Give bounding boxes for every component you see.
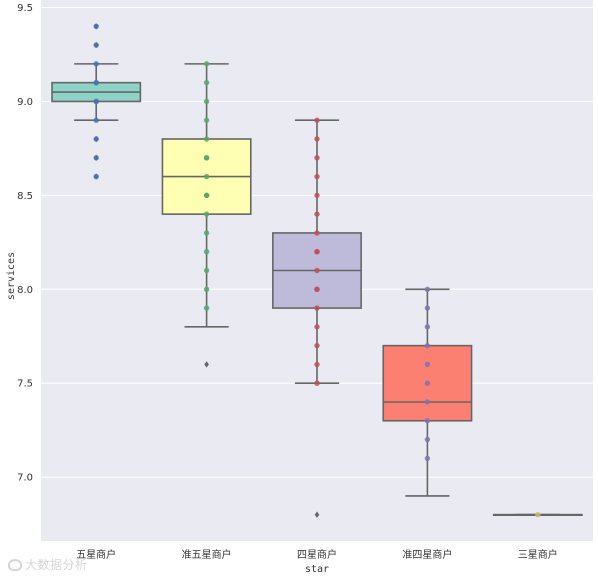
strip-point	[93, 117, 99, 123]
strip-point	[314, 230, 320, 236]
strip-point	[203, 98, 210, 105]
strip-point	[424, 399, 431, 405]
box-group	[51, 23, 142, 180]
strip-point	[203, 305, 210, 311]
strip-point	[203, 136, 210, 142]
y-tick-label: 9.0	[17, 97, 33, 108]
strip-point	[314, 286, 320, 292]
x-tick-label: 三星商户	[518, 548, 558, 561]
strip-point	[93, 42, 99, 48]
watermark: 大数据分析	[8, 556, 88, 573]
strip-point	[314, 173, 320, 180]
strip-point	[93, 136, 99, 142]
strip-point	[203, 192, 210, 199]
x-tick-label: 准四星商户	[402, 548, 452, 561]
watermark-text: 大数据分析	[25, 558, 88, 572]
box-group	[161, 61, 252, 368]
strip-point	[424, 455, 431, 462]
strip-point	[203, 79, 210, 86]
outlier-point	[204, 361, 209, 368]
outlier-point	[314, 511, 320, 518]
boxes	[51, 23, 583, 518]
strip-point	[203, 173, 210, 180]
strip-point	[314, 211, 320, 217]
strip-point	[424, 305, 431, 311]
strip-point	[203, 155, 210, 161]
strip-point	[203, 286, 210, 292]
strip-point	[424, 324, 431, 330]
strip-point	[93, 155, 99, 161]
strip-point	[314, 117, 320, 123]
strip-point	[93, 173, 99, 180]
y-tick-label: 8.0	[17, 285, 33, 296]
x-tick-label: 四星商户	[297, 548, 337, 561]
strip-point	[203, 230, 210, 236]
strip-point	[314, 305, 320, 311]
y-tick-labels: 7.0 7.5 8.0 8.5 9.0 9.5	[17, 3, 33, 484]
strip-point	[424, 418, 431, 424]
strip-point	[314, 192, 320, 199]
y-tick-label: 8.5	[17, 191, 33, 202]
strip-point	[203, 267, 210, 274]
strip-point	[314, 136, 320, 142]
strip-point	[424, 436, 431, 443]
strip-point	[203, 249, 210, 255]
strip-point	[424, 361, 431, 368]
x-tick-label: 五星商户	[76, 548, 116, 561]
x-tick-labels: 五星商户 准五星商户 四星商户 准四星商户 三星商户	[76, 548, 558, 561]
strip-point	[93, 79, 99, 86]
strip-point	[203, 117, 210, 123]
strip-point	[314, 380, 320, 386]
y-tick-label: 7.0	[17, 473, 33, 484]
strip-point	[424, 380, 431, 386]
x-tick-label: 准五星商户	[182, 548, 232, 561]
y-tick-label: 9.5	[17, 3, 33, 14]
strip-point	[314, 249, 320, 255]
strip-point	[424, 342, 431, 349]
strip-point	[535, 512, 541, 518]
y-axis-title: services	[6, 252, 17, 300]
strip-point	[314, 267, 320, 274]
box-group	[382, 286, 473, 497]
strip-point	[203, 211, 210, 217]
watermark-logo-icon	[8, 559, 22, 571]
strip-point	[314, 155, 320, 161]
strip-point	[314, 342, 320, 349]
box-group	[272, 117, 362, 518]
strip-point	[314, 361, 320, 368]
strip-point	[93, 23, 99, 29]
strip-point	[203, 61, 210, 67]
strip-point	[424, 286, 431, 292]
x-axis-title: star	[305, 564, 329, 575]
strip-point	[93, 61, 99, 67]
strip-point	[314, 324, 320, 330]
box-group	[492, 512, 583, 518]
strip-point	[93, 98, 99, 105]
y-tick-label: 7.5	[17, 379, 33, 390]
